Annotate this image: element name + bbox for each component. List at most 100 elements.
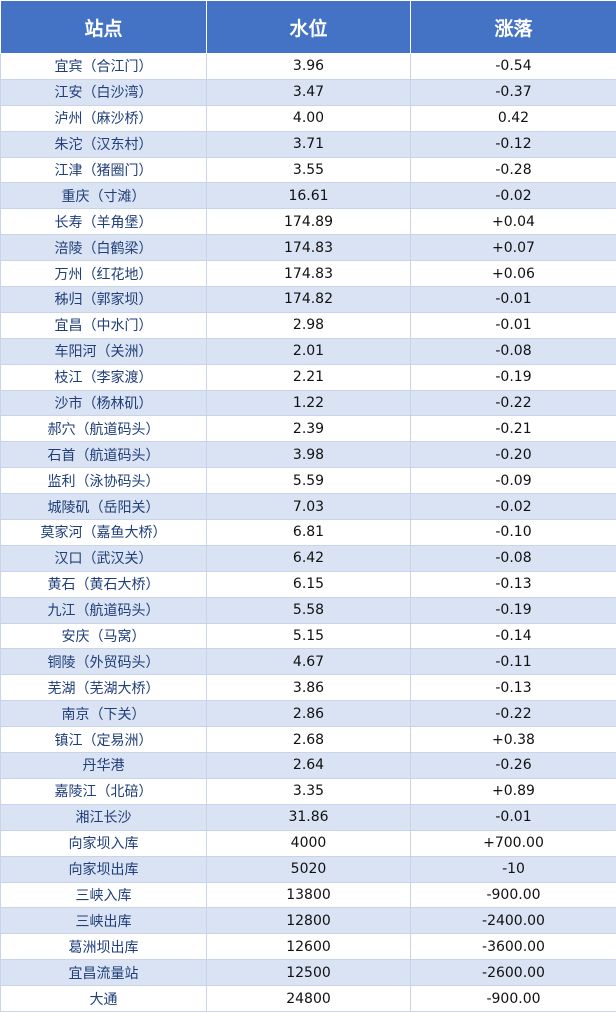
change-cell: -0.01 (410, 803, 616, 831)
water-level-cell: 1.22 (206, 389, 411, 417)
water-level-cell: 2.01 (206, 337, 411, 365)
station-cell: 宜昌（中水门） (0, 311, 207, 339)
table-row: 九江（航道码头） 5.58 -0.19 (0, 596, 616, 624)
water-level-cell: 2.21 (206, 363, 411, 391)
table-row: 泸州（麻沙桥） 4.00 0.42 (0, 104, 616, 132)
water-level-cell: 3.71 (206, 130, 411, 158)
water-level-cell: 3.55 (206, 156, 411, 184)
table-row: 沙市（杨林矶） 1.22 -0.22 (0, 389, 616, 417)
change-cell: -0.21 (410, 415, 616, 443)
change-cell: +700.00 (410, 829, 616, 857)
station-cell: 芜湖（芜湖大桥） (0, 674, 207, 702)
table-row: 安庆（马窝） 5.15 -0.14 (0, 622, 616, 650)
change-cell: -0.20 (410, 441, 616, 469)
station-cell: 江津（猪圈门） (0, 156, 207, 184)
water-level-cell: 174.89 (206, 208, 411, 236)
change-cell: -0.08 (410, 544, 616, 572)
table-row: 长寿（羊角堡） 174.89 +0.04 (0, 208, 616, 236)
water-level-cell: 12600 (206, 933, 411, 961)
water-level-cell: 6.81 (206, 519, 411, 546)
change-cell: -0.11 (410, 648, 616, 676)
water-level-cell: 5.58 (206, 596, 411, 624)
table-row: 南京（下关） 2.86 -0.22 (0, 700, 616, 728)
station-cell: 南京（下关） (0, 700, 207, 728)
change-cell: +0.06 (410, 260, 616, 288)
table-row: 万州（红花地） 174.83 +0.06 (0, 260, 616, 288)
water-level-cell: 3.35 (206, 777, 411, 805)
water-level-cell: 2.39 (206, 415, 411, 443)
table-row: 朱沱（汉东村） 3.71 -0.12 (0, 130, 616, 158)
station-cell: 泸州（麻沙桥） (0, 104, 207, 132)
station-cell: 湘江长沙 (0, 803, 207, 831)
change-cell: -0.28 (410, 156, 616, 184)
change-cell: -0.22 (410, 700, 616, 728)
water-level-cell: 12500 (206, 959, 411, 987)
station-cell: 嘉陵江（北碚） (0, 777, 207, 805)
station-cell: 江安（白沙湾） (0, 78, 207, 106)
change-cell: -0.19 (410, 363, 616, 391)
station-cell: 朱沱（汉东村） (0, 130, 207, 158)
station-cell: 石首（航道码头） (0, 441, 207, 469)
station-cell: 向家坝出库 (0, 855, 207, 883)
water-level-cell: 3.47 (206, 78, 411, 106)
station-cell: 安庆（马窝） (0, 622, 207, 650)
station-cell: 重庆（寸滩） (0, 182, 207, 210)
table-row: 江安（白沙湾） 3.47 -0.37 (0, 78, 616, 106)
water-level-cell: 174.83 (206, 260, 411, 288)
change-cell: -0.37 (410, 78, 616, 106)
table-row: 车阳河（关洲） 2.01 -0.08 (0, 337, 616, 365)
station-cell: 莫家河（嘉鱼大桥） (0, 519, 207, 546)
table-row: 湘江长沙 31.86 -0.01 (0, 803, 616, 831)
table-row: 涪陵（白鹤梁） 174.83 +0.07 (0, 234, 616, 262)
water-level-cell: 174.82 (206, 286, 411, 313)
water-level-cell: 5020 (206, 855, 411, 883)
station-cell: 铜陵（外贸码头） (0, 648, 207, 676)
station-cell: 长寿（羊角堡） (0, 208, 207, 236)
header-cell: 站点 (0, 0, 207, 54)
change-cell: -0.26 (410, 752, 616, 779)
change-cell: -0.09 (410, 467, 616, 495)
table-row: 大通 24800 -900.00 (0, 985, 616, 1012)
water-level-cell: 174.83 (206, 234, 411, 262)
change-cell: +0.07 (410, 234, 616, 262)
water-level-cell: 4000 (206, 829, 411, 857)
water-level-cell: 12800 (206, 907, 411, 935)
change-cell: -0.02 (410, 182, 616, 210)
change-cell: +0.38 (410, 726, 616, 754)
water-level-cell: 24800 (206, 985, 411, 1012)
change-cell: 0.42 (410, 104, 616, 132)
change-cell: -0.12 (410, 130, 616, 158)
table-row: 三峡出库 12800 -2400.00 (0, 907, 616, 935)
station-cell: 宜宾（合江门） (0, 53, 207, 80)
water-level-cell: 2.86 (206, 700, 411, 728)
table-row: 汉口（武汉关） 6.42 -0.08 (0, 544, 616, 572)
table-row: 郝穴（航道码头） 2.39 -0.21 (0, 415, 616, 443)
header-row: 站点 水位 涨落 (0, 0, 616, 54)
table-row: 江津（猪圈门） 3.55 -0.28 (0, 156, 616, 184)
change-cell: -0.01 (410, 311, 616, 339)
change-cell: -0.02 (410, 493, 616, 521)
table-row: 葛洲坝出库 12600 -3600.00 (0, 933, 616, 961)
table-row: 向家坝入库 4000 +700.00 (0, 829, 616, 857)
station-cell: 车阳河（关洲） (0, 337, 207, 365)
station-cell: 城陵矶（岳阳关） (0, 493, 207, 521)
table-row: 宜昌流量站 12500 -2600.00 (0, 959, 616, 987)
station-cell: 枝江（李家渡） (0, 363, 207, 391)
station-cell: 涪陵（白鹤梁） (0, 234, 207, 262)
water-level-cell: 3.86 (206, 674, 411, 702)
station-cell: 监利（泳协码头） (0, 467, 207, 495)
water-level-cell: 5.59 (206, 467, 411, 495)
station-cell: 丹华港 (0, 752, 207, 779)
change-cell: -0.54 (410, 53, 616, 80)
change-cell: -0.22 (410, 389, 616, 417)
table-row: 嘉陵江（北碚） 3.35 +0.89 (0, 777, 616, 805)
change-cell: -0.10 (410, 519, 616, 546)
change-cell: -0.14 (410, 622, 616, 650)
change-cell: -0.08 (410, 337, 616, 365)
table-row: 莫家河（嘉鱼大桥） 6.81 -0.10 (0, 519, 616, 546)
station-cell: 黄石（黄石大桥） (0, 570, 207, 598)
water-level-cell: 6.42 (206, 544, 411, 572)
water-level-cell: 16.61 (206, 182, 411, 210)
station-cell: 秭归（郭家坝） (0, 286, 207, 313)
